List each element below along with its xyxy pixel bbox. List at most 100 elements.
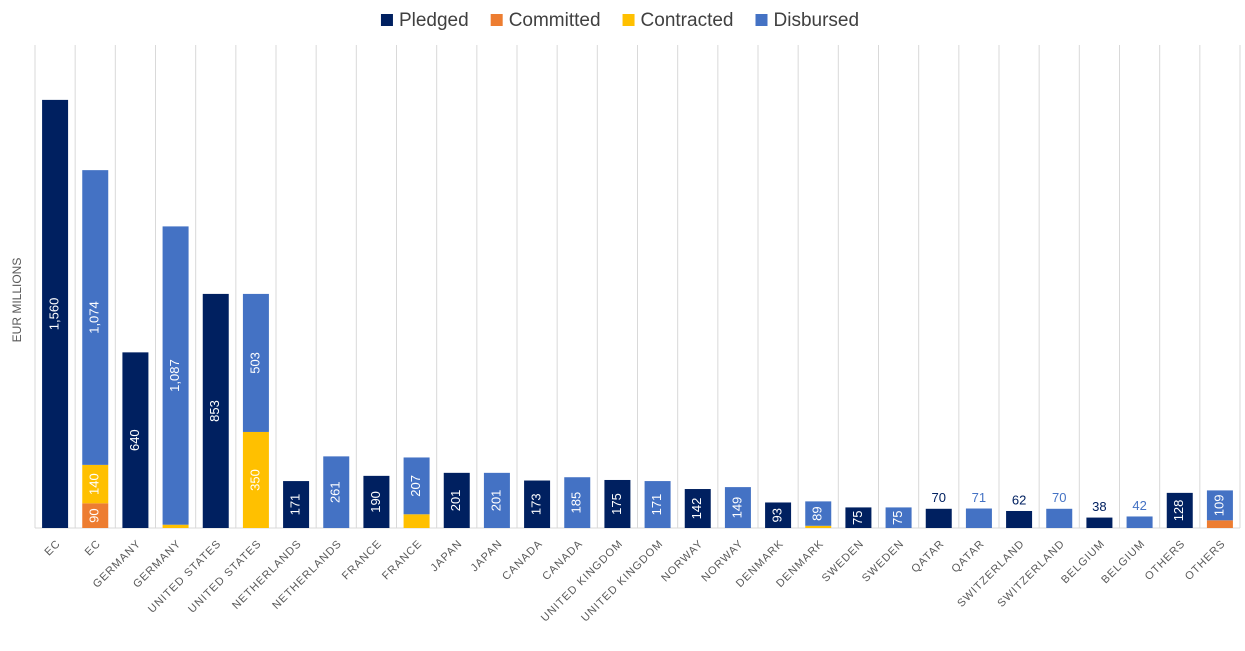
bar-segment (202, 293, 229, 528)
x-tick-label: QATAR (949, 538, 987, 576)
data-label: 1,560 (47, 298, 62, 331)
bar-segment (1046, 508, 1073, 528)
data-label: 142 (689, 498, 704, 520)
data-label: 185 (569, 492, 584, 514)
bar-segment (684, 489, 711, 528)
bar-segment (443, 472, 470, 528)
data-label: 171 (288, 494, 303, 516)
x-tick-label: FRANCE (340, 538, 385, 583)
data-label: 90 (87, 508, 102, 522)
x-tick-label: SWITZERLAND (995, 538, 1067, 610)
x-tick-label: NETHERLANDS (230, 538, 304, 612)
legend-label: Disbursed (774, 10, 860, 31)
bar-segment (242, 431, 269, 528)
bar-segment (363, 475, 390, 528)
bar-segment (82, 170, 109, 465)
bar-segment (524, 480, 551, 528)
x-tick-label: JAPAN (428, 538, 465, 575)
data-label: 62 (1012, 492, 1026, 507)
data-label: 190 (368, 491, 383, 513)
bar-segment (885, 507, 912, 528)
x-tick-label: UNITED STATES (146, 538, 224, 616)
bar-segment (1206, 520, 1233, 528)
legend-swatch (622, 14, 635, 26)
bar-segment (765, 502, 792, 528)
x-tick-label: EC (43, 538, 64, 559)
data-label: 109 (1211, 495, 1226, 517)
legend-label: Committed (509, 10, 601, 31)
x-tick-label: EC (83, 538, 104, 559)
data-label: 350 (247, 469, 262, 491)
data-label: 75 (890, 510, 905, 524)
bar-segment (162, 226, 189, 525)
bar-segment (644, 481, 671, 528)
x-tick-label: UNITED STATES (186, 538, 264, 616)
bar-segment (42, 99, 69, 529)
x-tick-label: SWITZERLAND (955, 538, 1027, 610)
data-label: 70 (932, 490, 946, 505)
bar-segment (965, 508, 992, 528)
data-label: 207 (408, 475, 423, 497)
x-tick-label: NETHERLANDS (270, 538, 344, 612)
bar-segment (564, 477, 591, 528)
data-label: 503 (247, 352, 262, 374)
legend-swatch (755, 14, 768, 26)
data-label: 75 (850, 510, 865, 524)
data-label: 853 (207, 400, 222, 422)
data-label: 1,087 (167, 359, 182, 392)
bar-segment (805, 501, 832, 526)
data-label: 140 (87, 473, 102, 495)
data-label: 173 (529, 493, 544, 515)
data-label: 42 (1132, 498, 1146, 513)
legend-swatch (490, 14, 503, 26)
bar-segment (122, 352, 149, 528)
bar-segment (1166, 492, 1193, 528)
data-label: 201 (488, 490, 503, 512)
bar-segment (283, 481, 310, 528)
data-label: 71 (972, 490, 986, 505)
legend-label: Contracted (641, 10, 734, 31)
x-tick-label: UNITED KINGDOM (579, 538, 666, 625)
data-label: 201 (448, 490, 463, 512)
bar-segment (403, 514, 430, 528)
bar-segment (724, 487, 751, 528)
legend-label: Pledged (399, 10, 469, 31)
x-tick-label: SWEDEN (860, 538, 907, 585)
x-tick-label: NORWAY (659, 538, 706, 585)
data-label: 38 (1092, 499, 1106, 514)
data-label: 640 (127, 429, 142, 451)
x-tick-label: QATAR (909, 538, 947, 576)
bar-segment (323, 456, 350, 528)
x-tick-label: SWEDEN (820, 538, 867, 585)
bar-segment (805, 525, 832, 528)
data-label: 149 (729, 497, 744, 519)
data-label: 175 (609, 493, 624, 515)
data-label: 171 (649, 494, 664, 516)
bar-segment (242, 293, 269, 432)
bar-segment (483, 472, 510, 528)
data-label: 261 (328, 481, 343, 503)
bar-segment (1086, 517, 1113, 528)
x-tick-label: OTHERS (1183, 538, 1228, 583)
bar-segment (82, 464, 109, 504)
x-tick-label: CANADA (500, 538, 545, 583)
bar-segment (1126, 516, 1153, 528)
x-tick-label: BELGIUM (1099, 538, 1147, 586)
bar-segment (604, 479, 631, 528)
y-axis-label: EUR MILLIONS (10, 258, 24, 343)
x-tick-label: FRANCE (380, 538, 425, 583)
bar-segment (403, 457, 430, 515)
legend-swatch (380, 14, 393, 26)
data-label: 128 (1171, 500, 1186, 522)
bar-segment (162, 524, 189, 528)
bar-segment (1006, 510, 1033, 528)
bar-segment (82, 503, 109, 528)
bar-segment (925, 508, 952, 528)
x-tick-label: OTHERS (1143, 538, 1188, 583)
data-label: 93 (770, 508, 785, 522)
x-tick-label: JAPAN (469, 538, 506, 575)
data-label: 1,074 (87, 301, 102, 334)
bar-segment (1206, 490, 1233, 521)
bar-segment (845, 507, 872, 528)
